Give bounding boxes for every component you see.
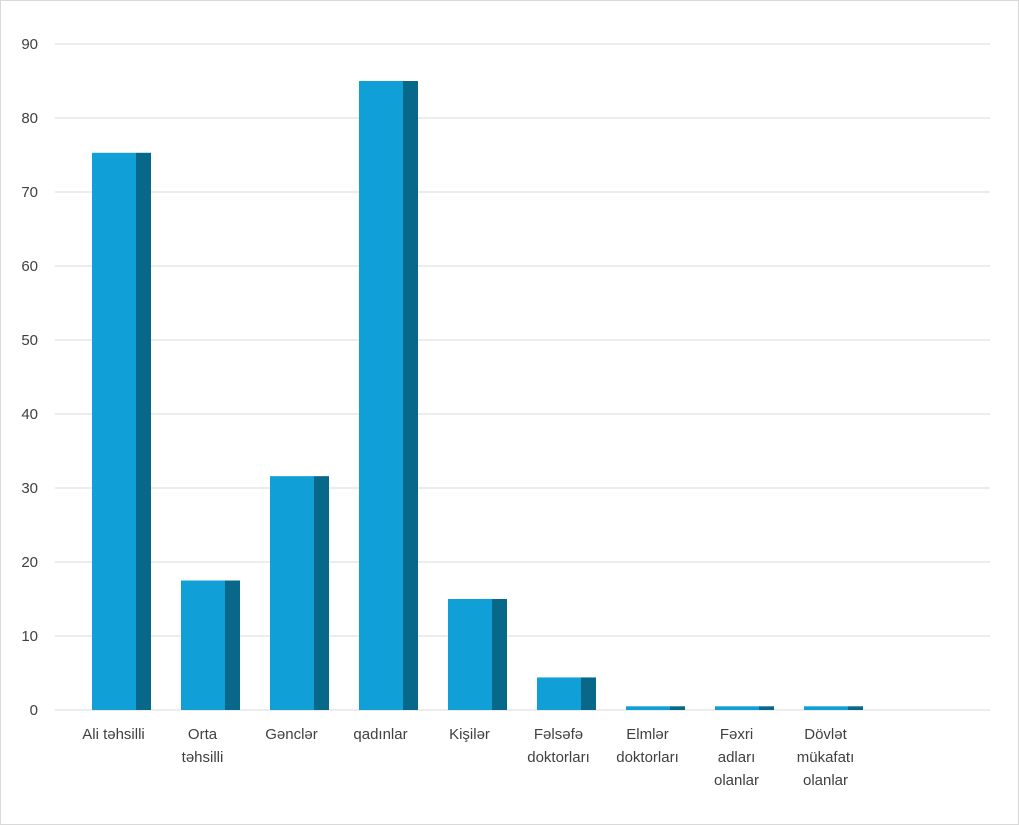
bar-side: [314, 476, 329, 710]
x-category-label: qadınlar: [353, 726, 407, 743]
y-tick-label: 50: [21, 332, 38, 349]
bars: [92, 81, 863, 710]
bar: [804, 706, 863, 710]
bar-side: [670, 706, 685, 710]
bar-front: [359, 81, 403, 710]
bar-side: [848, 706, 863, 710]
bar-front: [92, 152, 136, 710]
bar: [92, 152, 151, 710]
bar: [270, 476, 329, 710]
x-category-label: Elmlər doktorları: [616, 726, 679, 766]
x-category-label: Fəxri adları olanlar: [714, 726, 759, 789]
bar: [448, 599, 507, 710]
y-tick-label: 0: [30, 702, 38, 719]
bar: [626, 706, 685, 710]
bar-side: [225, 580, 240, 710]
bar-side: [581, 677, 596, 710]
x-category-label: Kişilər: [449, 726, 490, 743]
bar-side: [403, 81, 418, 710]
bar-front: [448, 599, 492, 710]
y-tick-label: 30: [21, 480, 38, 497]
y-tick-label: 60: [21, 258, 38, 275]
y-tick-label: 90: [21, 36, 38, 53]
y-tick-label: 20: [21, 554, 38, 571]
y-tick-label: 70: [21, 184, 38, 201]
bar-side: [759, 706, 774, 710]
x-category-label: Orta təhsilli: [182, 726, 224, 766]
y-tick-label: 80: [21, 110, 38, 127]
bar-front: [181, 580, 225, 710]
x-axis-labels: Ali təhsilli Orta təhsilli Gənclər qadınlar K…: [82, 726, 854, 789]
y-tick-label: 10: [21, 628, 38, 645]
bar-front: [270, 476, 314, 710]
bar: [359, 81, 418, 710]
y-tick-label: 40: [21, 406, 38, 423]
x-category-label: Fəlsəfə doktorları: [527, 726, 590, 766]
bar-front: [804, 706, 848, 710]
bar: [537, 677, 596, 710]
bar-side: [136, 152, 151, 710]
bar-front: [626, 706, 670, 710]
x-category-label: Ali təhsilli: [82, 726, 145, 743]
x-category-label: Dövlət mükafatı olanlar: [797, 726, 855, 789]
bar: [715, 706, 774, 710]
y-axis-ticks: 0 10 20 30 40 50 60 70 80 90: [21, 36, 38, 719]
bar: [181, 580, 240, 710]
bar-side: [492, 599, 507, 710]
bar-front: [537, 677, 581, 710]
x-category-label: Gənclər: [265, 726, 318, 743]
bar-front: [715, 706, 759, 710]
